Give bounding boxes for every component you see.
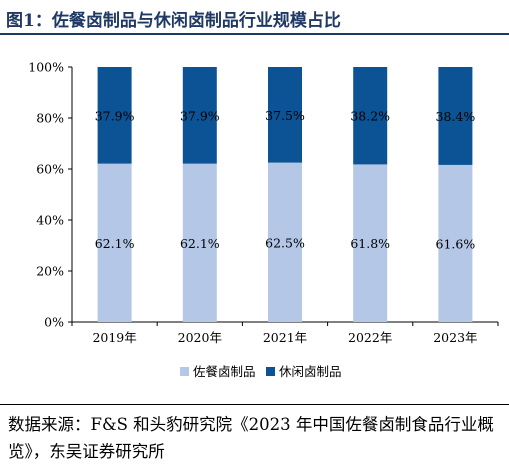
stacked-bar-chart: 0% 20% 40% 60% 80% 100% 62.1% 37.9% 2019年 62.1% 37… <box>28 60 499 379</box>
bar-segment-dining <box>438 164 473 322</box>
data-label: 62.1% <box>180 236 220 251</box>
x-tick-label: 2020年 <box>178 330 222 345</box>
bar-segment-dining <box>97 163 132 322</box>
legend-label: 休闲卤制品 <box>279 364 342 379</box>
y-tick-label: 60% <box>36 162 64 177</box>
source-note: 数据来源：F&S 和头豹研究院《2023 年中国佐餐卤制食品行业概览》，东吴证券… <box>8 415 494 461</box>
bar-segment-leisure <box>182 67 217 164</box>
x-tick-label: 2023年 <box>433 330 477 345</box>
chart-title: 图1：佐餐卤制品与休闲卤制品行业规模占比 <box>6 11 341 31</box>
y-tick-label: 100% <box>28 60 64 75</box>
legend-label: 佐餐卤制品 <box>193 364 256 379</box>
legend-swatch <box>266 367 275 376</box>
y-tick-label: 40% <box>36 213 64 228</box>
bar-segment-dining <box>268 162 302 322</box>
bar-segment-leisure <box>97 67 132 164</box>
data-label: 38.2% <box>350 109 390 124</box>
bar-segment-dining <box>353 164 388 322</box>
chart-area: 0% 20% 40% 60% 80% 100% 62.1% 37.9% 2019年 62.1% 37… <box>0 40 509 400</box>
title-underline <box>0 33 509 35</box>
data-label: 37.5% <box>265 108 305 123</box>
data-label: 37.9% <box>95 108 135 123</box>
y-tick-label: 80% <box>36 111 64 126</box>
data-label: 61.8% <box>350 236 390 251</box>
bar-segment-leisure <box>268 67 302 163</box>
bar-segment-leisure <box>438 67 473 165</box>
x-tick-label: 2019年 <box>92 330 136 345</box>
x-tick-label: 2021年 <box>263 330 307 345</box>
y-tick-label: 20% <box>36 264 64 279</box>
legend-swatch <box>180 367 189 376</box>
data-label: 38.4% <box>436 109 476 124</box>
data-label: 62.1% <box>95 236 135 251</box>
bar-segment-leisure <box>353 67 388 165</box>
source-divider <box>0 404 509 405</box>
data-label: 37.9% <box>180 108 220 123</box>
y-tick-label: 0% <box>44 315 64 330</box>
title-bar: 图1：佐餐卤制品与休闲卤制品行业规模占比 <box>0 0 509 32</box>
x-tick-label: 2022年 <box>348 330 392 345</box>
data-label: 61.6% <box>436 236 476 251</box>
bar-segment-dining <box>182 163 217 322</box>
data-label: 62.5% <box>265 235 305 250</box>
